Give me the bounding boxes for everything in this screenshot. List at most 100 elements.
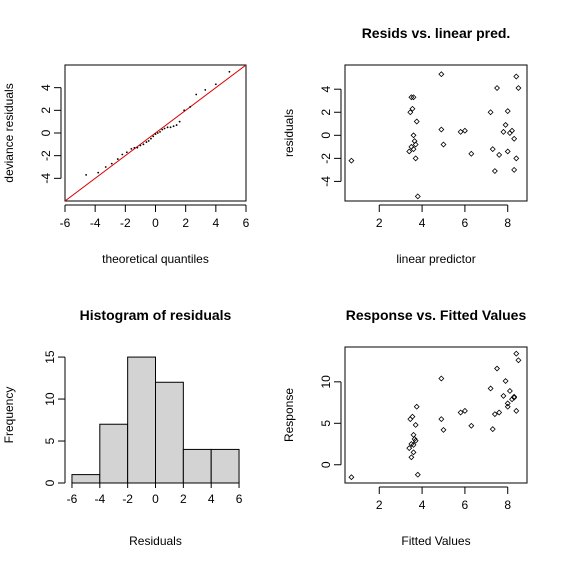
- reference-line: [65, 65, 246, 201]
- x-tick-label: -2: [120, 216, 131, 230]
- data-point: [172, 125, 175, 128]
- data-point: [147, 140, 150, 142]
- data-point: [511, 394, 518, 401]
- data-point: [461, 407, 468, 414]
- data-point: [412, 421, 419, 428]
- x-axis-label: Residuals: [129, 534, 182, 548]
- data-point: [410, 449, 417, 456]
- y-tick-label: 4: [319, 86, 333, 93]
- x-tick-label: 4: [212, 216, 219, 230]
- data-point: [504, 400, 511, 407]
- chart-title: Response vs. Fitted Values: [346, 307, 527, 323]
- data-point: [136, 146, 139, 149]
- data-point: [504, 148, 511, 155]
- y-tick-label: 5: [43, 437, 57, 444]
- panel-1: theoretical quantiles deviance residuals -…: [2, 64, 250, 266]
- y-axis-label: Response: [282, 388, 296, 442]
- data-point: [438, 375, 445, 382]
- plot-area: [348, 71, 522, 200]
- histogram-bar-5: [182, 448, 212, 484]
- x-tick-label: -6: [67, 492, 78, 506]
- data-point: [406, 445, 413, 452]
- data-point: [150, 137, 152, 140]
- chart-title: Resids vs. linear pred.: [362, 25, 511, 41]
- data-point: [130, 147, 133, 150]
- y-tick-label: 2: [319, 109, 333, 116]
- data-point: [491, 411, 498, 418]
- data-point: [154, 133, 157, 136]
- data-point: [145, 141, 148, 143]
- plot-area: [65, 65, 246, 201]
- x-tick-label: 6: [236, 492, 243, 506]
- data-point: [408, 94, 415, 101]
- histogram-bar-4: [155, 381, 184, 484]
- y-tick-label: 0: [319, 461, 333, 468]
- data-point: [511, 166, 518, 173]
- data-point: [413, 403, 420, 410]
- data-point: [502, 121, 509, 128]
- x-tick-label: 6: [243, 216, 250, 230]
- y-tick-label: 10: [319, 375, 333, 389]
- panel-2: Resids vs. linear pred. linear predictor r…: [282, 25, 528, 266]
- data-point: [414, 193, 421, 200]
- plot-frame: [64, 64, 247, 202]
- data-point: [85, 174, 88, 176]
- data-point: [438, 416, 445, 423]
- data-point: [412, 155, 419, 162]
- data-point: [348, 474, 355, 481]
- x-axis-label: theoretical quantiles: [102, 252, 209, 266]
- y-tick-label: 15: [43, 350, 57, 364]
- data-point: [166, 126, 169, 129]
- y-tick-label: -2: [39, 150, 53, 161]
- y-tick-label: 2: [39, 107, 53, 114]
- panel-3: Histogram of residuals Residuals Frequency…: [2, 307, 243, 548]
- data-point: [409, 413, 416, 420]
- data-point: [504, 108, 511, 115]
- data-point: [178, 120, 181, 123]
- x-tick-label: 4: [208, 492, 215, 506]
- data-point: [204, 89, 207, 91]
- x-tick-label: -4: [90, 216, 101, 230]
- y-axis-label: residuals: [282, 109, 296, 157]
- data-point: [457, 409, 464, 416]
- data-point: [410, 146, 417, 153]
- data-point: [494, 365, 500, 372]
- data-point: [502, 378, 509, 384]
- histogram-bar-1: [71, 474, 101, 484]
- data-point: [513, 350, 520, 357]
- data-point: [513, 155, 520, 162]
- data-point: [110, 162, 113, 165]
- data-point: [414, 471, 421, 478]
- data-point: [159, 130, 161, 133]
- panel-4: Response vs. Fitted Values Fitted Values R…: [282, 307, 528, 548]
- data-point: [195, 93, 198, 96]
- data-point: [121, 153, 124, 156]
- chart-title: Histogram of residuals: [80, 307, 232, 323]
- x-tick-label: 6: [462, 498, 469, 512]
- data-point: [406, 148, 413, 155]
- data-point: [411, 436, 418, 443]
- y-tick-label: 0: [39, 129, 53, 136]
- y-tick-label: -4: [319, 176, 333, 187]
- data-point: [496, 151, 503, 158]
- data-point: [504, 403, 511, 410]
- y-tick-label: 5: [319, 420, 333, 427]
- y-tick-label: -4: [39, 173, 53, 184]
- data-point: [142, 143, 145, 146]
- data-point: [513, 407, 520, 414]
- data-point: [412, 141, 419, 148]
- data-point: [515, 357, 522, 364]
- data-point: [457, 128, 464, 135]
- data-point: [438, 71, 445, 78]
- x-tick-label: 4: [419, 216, 426, 230]
- data-point: [412, 437, 419, 444]
- plot-frame: [344, 64, 528, 202]
- x-axis-label: Fitted Values: [401, 534, 470, 548]
- y-axis-label: deviance residuals: [2, 83, 16, 182]
- y-tick-label: 0: [319, 132, 333, 139]
- data-point: [468, 422, 475, 429]
- data-point: [461, 127, 468, 134]
- data-point: [487, 109, 494, 116]
- data-point: [438, 126, 445, 133]
